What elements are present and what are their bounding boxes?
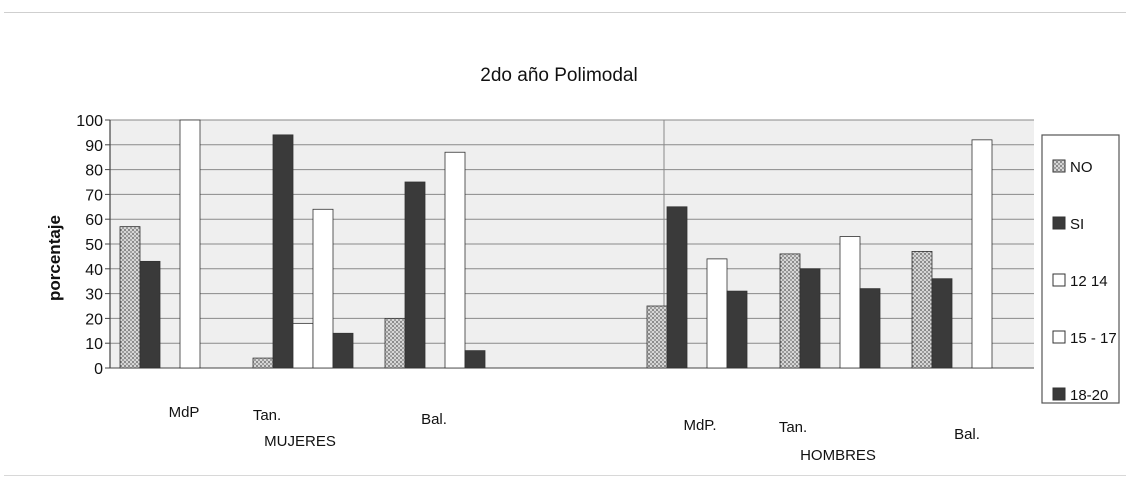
bar-18-20-3 [726, 290, 748, 369]
bar-15-17-0 [179, 119, 201, 369]
y-tick-label: 30 [85, 287, 103, 304]
chart-frame: 0 10 20 30 40 50 60 70 80 90 100 MdP Tan. Bal. MdP. Ta… [4, 12, 1126, 476]
bar-si-3 [666, 206, 688, 369]
bar-si-4 [799, 268, 821, 369]
bar-no-3 [646, 305, 668, 369]
chart-title: 2do año Polimodal [480, 65, 637, 86]
bar-15-17-2 [444, 151, 466, 369]
y-tick-label: 60 [85, 212, 103, 229]
legend-label: 18-20 [1070, 387, 1108, 404]
legend-swatch [1052, 330, 1066, 344]
gridlines [110, 119, 1034, 369]
bar-si-2 [404, 181, 426, 369]
legend-label: 12 14 [1070, 273, 1108, 290]
legend-label: SI [1070, 216, 1084, 233]
x-tick-label: MdP [169, 404, 200, 421]
y-tick-label: 90 [85, 138, 103, 155]
legend-label: NO [1070, 159, 1093, 176]
bar-15-17-1 [312, 208, 334, 369]
bar-no-2 [384, 317, 406, 369]
x-tick-label: Bal. [421, 411, 447, 428]
y-axis-label: porcentaje [45, 215, 64, 301]
legend-label: 15 - 17 [1070, 330, 1117, 347]
legend-swatch [1052, 216, 1066, 230]
x-tick-label: Tan. [779, 419, 807, 436]
bar-15-17-4 [839, 236, 861, 369]
group-label: HOMBRES [800, 447, 876, 464]
legend-swatch [1052, 387, 1066, 401]
bar-15-17-3 [706, 258, 728, 369]
y-tick-label: 0 [94, 361, 103, 378]
x-axis: MdP Tan. Bal. MdP. Tan. Bal. MUJERES HOMBRES [169, 404, 980, 464]
bar-si-0 [139, 260, 161, 369]
bar-18-20-2 [464, 350, 486, 369]
y-tick-label: 10 [85, 336, 103, 353]
y-tick-label: 40 [85, 262, 103, 279]
bar-no-0 [119, 226, 141, 369]
bars [119, 119, 993, 369]
bar-si-1 [272, 134, 294, 369]
bar-18-20-1 [332, 332, 354, 369]
bar-si-5 [931, 278, 953, 369]
bar-no-1 [252, 357, 274, 369]
y-tick-label: 20 [85, 311, 103, 328]
bar-no-4 [779, 253, 801, 369]
group-label: MUJERES [264, 433, 336, 450]
x-tick-label: Bal. [954, 426, 980, 443]
legend-swatch [1052, 159, 1066, 173]
bar-chart: 0 10 20 30 40 50 60 70 80 90 100 MdP Tan. Bal. MdP. Ta… [45, 65, 1120, 464]
bar-no-5 [911, 251, 933, 369]
y-tick-label: 100 [76, 113, 103, 130]
y-tick-label: 80 [85, 163, 103, 180]
legend-swatch [1052, 273, 1066, 287]
y-axis: 0 10 20 30 40 50 60 70 80 90 100 [76, 113, 111, 378]
x-tick-label: Tan. [253, 407, 281, 424]
legend-items: NO SI 12 14 15 - 17 18-20 [1052, 159, 1117, 404]
y-tick-label: 50 [85, 237, 103, 254]
y-tick-label: 70 [85, 187, 103, 204]
x-tick-label: MdP. [683, 417, 716, 434]
bar-15-17-5 [971, 139, 993, 369]
bar-18-20-4 [859, 288, 881, 369]
bar-12-14-1 [292, 322, 314, 369]
legend [1041, 134, 1120, 404]
